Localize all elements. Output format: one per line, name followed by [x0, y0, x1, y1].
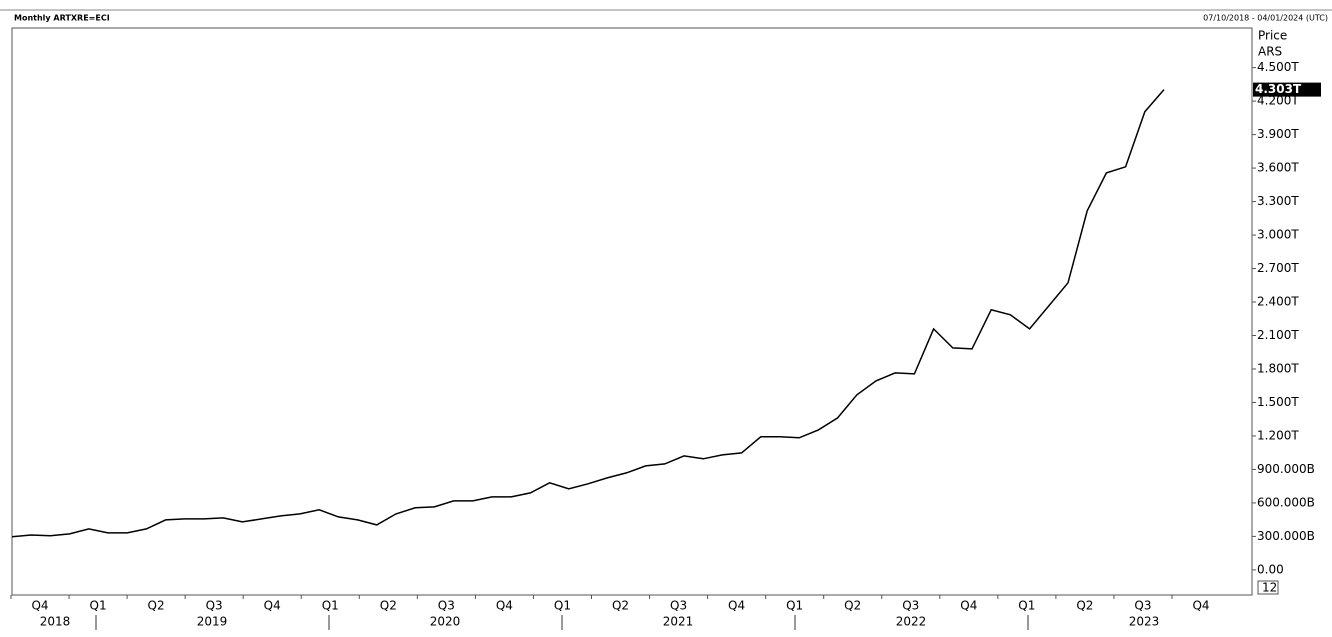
- y-tick-label: 2.400T: [1257, 295, 1299, 309]
- y-tick-label: 300.000B: [1257, 529, 1315, 543]
- x-tick-label: Q2: [612, 599, 629, 613]
- x-tick-label: Q4: [1192, 599, 1209, 613]
- x-tick-label: Q1: [1018, 599, 1035, 613]
- x-tick-label: Q4: [960, 599, 977, 613]
- x-tick-label: Q1: [554, 599, 571, 613]
- x-tick-label: Q2: [1076, 599, 1093, 613]
- x-tick-label: Q4: [728, 599, 745, 613]
- last-value-tag: [1253, 82, 1321, 97]
- axis-title: Price: [1258, 29, 1287, 43]
- year-label: 2019: [197, 615, 228, 629]
- chart-title: Monthly ARTXRE=ECI: [14, 14, 110, 23]
- interval-label: 12: [1262, 581, 1277, 595]
- y-tick-label: 600.000B: [1257, 495, 1315, 509]
- last-value-label: 4.303T: [1255, 82, 1302, 96]
- date-range: 07/10/2018 - 04/01/2024 (UTC): [1203, 14, 1328, 23]
- y-tick-label: 1.200T: [1257, 428, 1299, 442]
- x-tick-label: Q1: [90, 599, 107, 613]
- x-tick-label: Q4: [264, 599, 281, 613]
- x-tick-label: Q3: [902, 599, 919, 613]
- x-tick-label: Q1: [786, 599, 803, 613]
- y-tick-label: 3.600T: [1257, 161, 1299, 175]
- interval-box: [1257, 580, 1279, 595]
- plot-frame: [11, 27, 1253, 596]
- y-tick-label: 2.700T: [1257, 261, 1299, 275]
- x-tick-label: Q4: [31, 599, 48, 613]
- y-tick-label: 4.500T: [1257, 60, 1299, 74]
- year-label: 2023: [1129, 615, 1160, 629]
- year-label: 2020: [430, 615, 461, 629]
- y-tick-label: 3.000T: [1257, 228, 1299, 242]
- x-tick-label: Q1: [322, 599, 339, 613]
- y-tick-label: 1.800T: [1257, 361, 1299, 375]
- price-line: [11, 89, 1165, 538]
- x-tick-label: Q3: [670, 599, 687, 613]
- x-tick-label: Q2: [844, 599, 861, 613]
- y-tick-label: 1.500T: [1257, 395, 1299, 409]
- y-tick-label: 900.000B: [1257, 462, 1315, 476]
- year-label: 2021: [663, 615, 694, 629]
- x-tick-label: Q4: [496, 599, 513, 613]
- year-label: 2018: [40, 615, 71, 629]
- x-tick-label: Q3: [1134, 599, 1151, 613]
- x-tick-label: Q3: [206, 599, 223, 613]
- y-tick-label: 3.300T: [1257, 194, 1299, 208]
- y-tick-label: 0.00: [1257, 562, 1284, 576]
- x-tick-label: Q2: [380, 599, 397, 613]
- x-tick-label: Q2: [148, 599, 165, 613]
- y-tick-label: 3.900T: [1257, 127, 1299, 141]
- currency: ARS: [1258, 45, 1282, 59]
- x-tick-label: Q3: [438, 599, 455, 613]
- y-tick-label: 4.200T: [1257, 94, 1299, 108]
- year-label: 2022: [896, 615, 927, 629]
- y-tick-label: 2.100T: [1257, 328, 1299, 342]
